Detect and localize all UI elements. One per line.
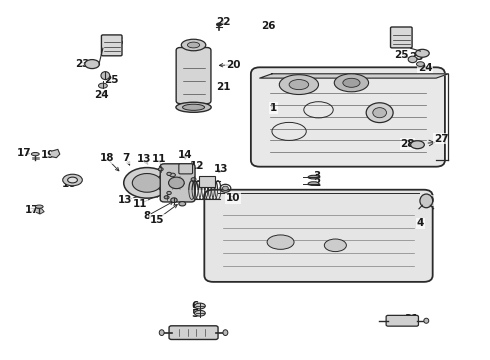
Ellipse shape (195, 303, 205, 309)
Polygon shape (51, 149, 60, 158)
Text: 13: 13 (118, 195, 133, 205)
Ellipse shape (308, 175, 319, 179)
Text: 24: 24 (418, 63, 433, 73)
Text: 19: 19 (41, 150, 55, 160)
Ellipse shape (169, 177, 184, 189)
Ellipse shape (167, 172, 172, 175)
Ellipse shape (158, 167, 163, 171)
Text: 25: 25 (394, 50, 409, 60)
Ellipse shape (188, 42, 200, 48)
Ellipse shape (279, 75, 318, 94)
Ellipse shape (308, 182, 319, 185)
Polygon shape (36, 208, 44, 214)
Text: 11: 11 (152, 154, 167, 165)
Ellipse shape (424, 318, 429, 323)
Text: 12: 12 (190, 161, 204, 171)
Text: 21: 21 (216, 82, 230, 92)
Ellipse shape (416, 49, 429, 57)
Text: 11: 11 (133, 199, 147, 209)
Text: 14: 14 (178, 150, 193, 160)
Text: 17: 17 (25, 204, 40, 215)
Text: 4: 4 (416, 218, 424, 228)
Ellipse shape (68, 177, 77, 183)
Ellipse shape (343, 78, 360, 87)
Text: 6: 6 (192, 301, 198, 311)
Ellipse shape (181, 39, 206, 51)
Ellipse shape (222, 186, 228, 190)
Text: 22: 22 (216, 17, 231, 27)
Ellipse shape (101, 72, 110, 80)
FancyBboxPatch shape (169, 326, 218, 339)
Text: 18: 18 (99, 153, 114, 163)
Ellipse shape (156, 172, 188, 194)
Text: 3: 3 (313, 171, 320, 181)
FancyBboxPatch shape (386, 315, 418, 326)
Ellipse shape (176, 102, 211, 112)
Ellipse shape (420, 194, 433, 208)
Ellipse shape (366, 103, 393, 122)
Ellipse shape (223, 330, 228, 336)
FancyBboxPatch shape (199, 176, 215, 187)
Text: 7: 7 (122, 153, 130, 163)
Ellipse shape (63, 174, 82, 186)
FancyBboxPatch shape (176, 48, 211, 104)
Text: 13: 13 (214, 164, 229, 174)
Text: 26: 26 (261, 21, 275, 31)
Ellipse shape (85, 60, 99, 69)
FancyBboxPatch shape (179, 164, 193, 174)
Text: 2: 2 (313, 178, 320, 188)
Text: 9: 9 (129, 186, 136, 196)
Ellipse shape (411, 141, 424, 149)
Ellipse shape (164, 196, 169, 199)
Text: 5: 5 (192, 309, 198, 319)
Text: 10: 10 (225, 193, 240, 203)
Text: 24: 24 (95, 90, 109, 100)
Text: 25: 25 (104, 75, 119, 85)
Ellipse shape (163, 176, 182, 189)
Ellipse shape (289, 80, 309, 90)
Ellipse shape (179, 202, 186, 206)
Polygon shape (260, 74, 448, 78)
Text: 15: 15 (149, 215, 164, 225)
Ellipse shape (159, 330, 164, 336)
FancyBboxPatch shape (204, 190, 433, 282)
Text: 1: 1 (270, 103, 277, 113)
FancyBboxPatch shape (391, 27, 412, 48)
Ellipse shape (31, 153, 39, 156)
Ellipse shape (171, 198, 177, 202)
Ellipse shape (98, 83, 107, 88)
Ellipse shape (182, 104, 205, 111)
Text: 20: 20 (226, 60, 241, 70)
Text: 23: 23 (75, 59, 90, 69)
Text: 17: 17 (17, 148, 32, 158)
Ellipse shape (167, 192, 172, 194)
Ellipse shape (267, 235, 294, 249)
Ellipse shape (123, 167, 171, 198)
Text: 31: 31 (404, 314, 419, 324)
FancyBboxPatch shape (160, 164, 195, 202)
FancyBboxPatch shape (251, 67, 445, 167)
Text: 13: 13 (137, 154, 152, 165)
Ellipse shape (132, 174, 162, 192)
Ellipse shape (170, 173, 175, 177)
FancyBboxPatch shape (101, 35, 122, 56)
Ellipse shape (195, 310, 205, 316)
Ellipse shape (191, 177, 196, 181)
Text: 8: 8 (144, 211, 150, 221)
Ellipse shape (324, 239, 346, 252)
Text: 30: 30 (187, 329, 201, 339)
Ellipse shape (373, 108, 387, 118)
Text: 27: 27 (434, 134, 448, 144)
Text: 29: 29 (420, 196, 435, 206)
Text: 16: 16 (61, 179, 76, 189)
Ellipse shape (35, 205, 43, 208)
Text: 28: 28 (400, 139, 415, 149)
Ellipse shape (416, 62, 424, 66)
Ellipse shape (334, 74, 368, 92)
Text: 23: 23 (409, 51, 424, 62)
Ellipse shape (408, 56, 417, 63)
Text: 26: 26 (109, 37, 124, 48)
Ellipse shape (217, 23, 221, 26)
